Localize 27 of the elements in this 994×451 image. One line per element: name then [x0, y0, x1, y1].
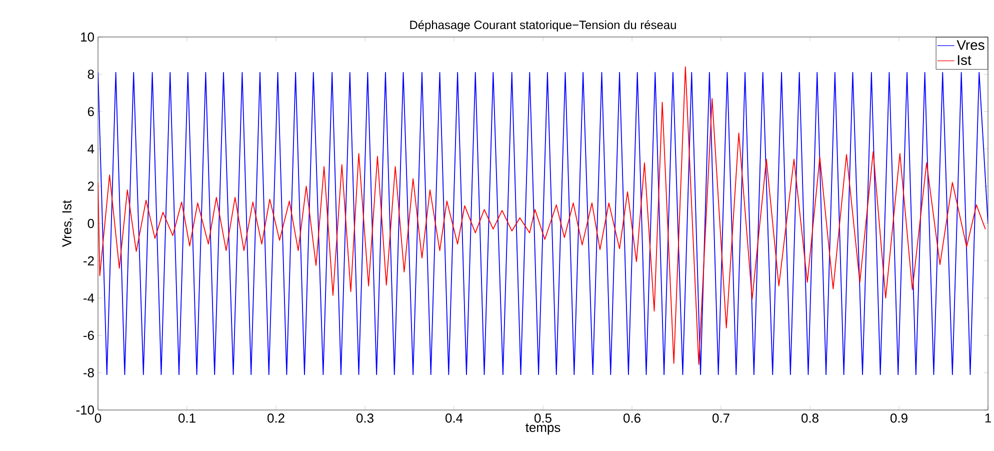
- y-tick-label: -10: [76, 405, 94, 415]
- x-tick-label: 0.3: [356, 414, 374, 423]
- x-tick-label: 0.7: [712, 414, 730, 423]
- y-tick-label: 2: [88, 182, 94, 191]
- x-tick-label: 0: [94, 414, 102, 423]
- y-tick-label: 0: [88, 218, 94, 228]
- x-tick-label: 0.5: [534, 414, 552, 423]
- y-tick-label: 8: [88, 70, 94, 79]
- y-tick-label: 4: [88, 144, 94, 154]
- x-axis-title: temps: [526, 424, 560, 435]
- x-tick-label: 1: [985, 414, 991, 422]
- chart-title: Déphasage Courant statorique−Tension du réseau: [410, 20, 676, 32]
- x-tick-label: 0.2: [268, 414, 284, 423]
- x-tick-label: 0.4: [446, 414, 463, 423]
- y-tick-label: 6: [88, 107, 94, 116]
- x-tick-label: 0.6: [624, 414, 640, 423]
- y-tick-label: 10: [81, 32, 94, 42]
- x-tick-label: 0.8: [802, 414, 818, 423]
- y-axis-title: Vres, Ist: [62, 200, 73, 247]
- y-tick-label: -8: [84, 368, 94, 378]
- legend-label: Vres: [956, 40, 984, 50]
- y-tick-label: -4: [84, 294, 94, 303]
- x-tick-label: 0.1: [178, 414, 196, 423]
- y-tick-label: -6: [84, 330, 94, 340]
- x-tick-label: 0.9: [890, 414, 908, 423]
- y-tick-label: -2: [84, 256, 94, 266]
- legend-label: Ist: [958, 55, 972, 65]
